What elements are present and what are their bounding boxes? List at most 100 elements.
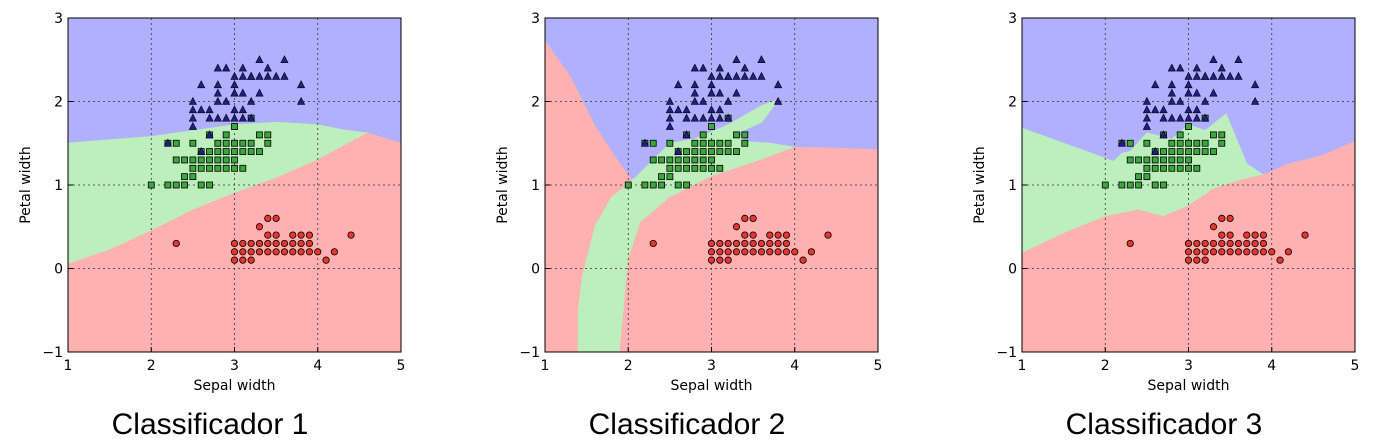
virginica-point [188,113,197,122]
setosa-point [1184,256,1193,264]
virginica-point [690,113,699,122]
setosa-point [272,214,280,222]
versicolor-point [1168,156,1176,164]
versicolor-point [181,156,188,164]
setosa-point [782,239,791,248]
setosa-point [247,248,255,256]
virginica-point [1184,88,1193,97]
versicolor-point [189,156,197,164]
versicolor-point [1176,148,1184,156]
setosa-point [1259,248,1268,256]
virginica-point [1226,71,1235,80]
setosa-point [749,248,757,256]
versicolor-point [197,181,205,189]
y-tick-label: 0 [54,262,63,278]
virginica-point [674,146,683,155]
setosa-point [1209,223,1218,231]
setosa-point [1251,239,1259,248]
versicolor-point [1143,156,1151,164]
setosa-point [289,239,297,248]
plot-area [1022,18,1355,352]
versicolor-point [708,164,715,172]
setosa-point [807,248,815,256]
setosa-point [766,239,774,248]
setosa-point [707,248,716,256]
setosa-point [766,231,774,239]
versicolor-point [716,164,724,172]
classifier-panel-1: 1 2 3 4 5 −1 0 1 2 3 Sepal width Petal width Classi… [0,0,420,447]
virginica-point [1142,113,1151,122]
setosa-point [724,256,732,264]
versicolor-point [1135,173,1142,181]
virginica-point [732,71,741,80]
virginica-point [197,146,206,155]
x-tick-label: 5 [874,358,883,374]
setosa-point [766,248,774,256]
setosa-point [1268,248,1276,256]
virginica-point [1192,105,1201,114]
versicolor-point [1193,164,1201,172]
virginica-point [1159,130,1168,139]
x-tick-label: 4 [313,358,322,374]
virginica-point [774,80,783,89]
versicolor-point [1176,139,1184,147]
setosa-point [1209,239,1218,248]
x-tick-label: 2 [624,358,633,374]
versicolor-point [699,156,707,164]
virginica-point [1167,80,1176,89]
virginica-point [715,63,724,72]
virginica-point [1192,88,1201,97]
virginica-point [1217,71,1226,80]
versicolor-point [666,164,674,172]
setosa-point [1184,248,1193,256]
versicolor-point [1218,131,1226,139]
virginica-point [1201,71,1210,80]
virginica-point [1192,113,1201,122]
versicolor-point [666,173,674,181]
versicolor-point [1143,164,1151,172]
virginica-point [724,71,733,80]
setosa-point [280,248,289,256]
versicolor-point [674,164,682,172]
setosa-point [1201,239,1209,248]
virginica-point [1209,55,1218,64]
versicolor-point [1135,156,1142,164]
virginica-point [665,96,674,105]
virginica-point [1234,55,1243,64]
setosa-point [314,248,322,256]
chart-2: 1 2 3 4 5 −1 0 1 2 3 Sepal width Petal width [495,11,883,394]
y-tick-label: −1 [519,345,540,361]
setosa-point [741,239,749,248]
virginica-point [230,105,239,114]
versicolor-point [181,173,188,181]
setosa-point [1276,256,1284,264]
x-tick-label: 4 [790,358,799,374]
chart-caption: Classificador 3 [1065,408,1263,441]
setosa-point [1201,248,1209,256]
y-tick-label: 2 [54,95,63,111]
virginica-point [1159,105,1168,114]
y-axis-label: Petal width [972,146,988,224]
virginica-point [1142,121,1151,130]
setosa-point [264,231,272,239]
y-tick-label: 1 [54,178,63,194]
virginica-point [1184,105,1193,114]
virginica-point [682,113,691,122]
x-tick-label: 2 [1101,358,1110,374]
versicolor-point [206,164,213,172]
versicolor-point [214,156,222,164]
virginica-point [707,80,716,89]
virginica-point [1192,63,1201,72]
versicolor-point [222,164,230,172]
versicolor-point [733,148,740,156]
virginica-point [238,105,247,114]
setosa-point [1193,248,1201,256]
virginica-point [1184,80,1193,89]
virginica-point [665,121,674,130]
versicolor-point [741,139,749,147]
virginica-point [707,88,716,97]
setosa-point [707,239,716,248]
setosa-point [1234,248,1243,256]
versicolor-point [716,148,724,156]
virginica-point [1151,105,1160,114]
